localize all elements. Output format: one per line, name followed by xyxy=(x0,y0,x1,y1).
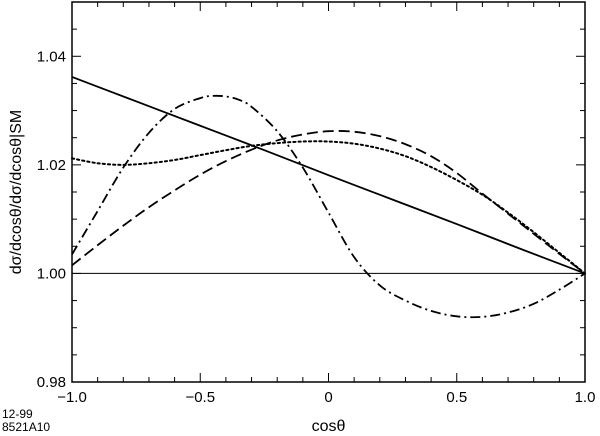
y-tick-label: 1.04 xyxy=(37,48,66,65)
y-tick-label: 0.98 xyxy=(37,374,66,391)
x-tick-label: −0.5 xyxy=(185,389,215,406)
x-tick-label: 0.5 xyxy=(446,389,467,406)
x-axis-label: cosθ xyxy=(312,418,346,435)
series-line-solid xyxy=(71,76,586,275)
plot-frame xyxy=(71,1,586,383)
ticks-layer: −1.0 −0.5 0 0.5 1.0 0.98 1.00 1.02 1.04 xyxy=(37,1,596,406)
x-tick-label: 1.0 xyxy=(575,389,596,406)
series-line-dash-dot xyxy=(71,94,586,319)
figure-date-note: 12-99 xyxy=(2,407,33,421)
x-tick-label: −1.0 xyxy=(57,389,87,406)
y-tick-label: 1.02 xyxy=(37,157,66,174)
x-tick-label: 0 xyxy=(324,389,332,406)
series-line-long-dash xyxy=(71,130,586,275)
series-layer xyxy=(71,76,586,319)
figure-id-note: 8521A10 xyxy=(2,420,51,434)
y-tick-label: 1.00 xyxy=(37,265,66,282)
y-axis-label: dσ/dcosθ/dσ/dcosθ|SM xyxy=(8,110,25,274)
series-line-dotted xyxy=(71,140,586,275)
